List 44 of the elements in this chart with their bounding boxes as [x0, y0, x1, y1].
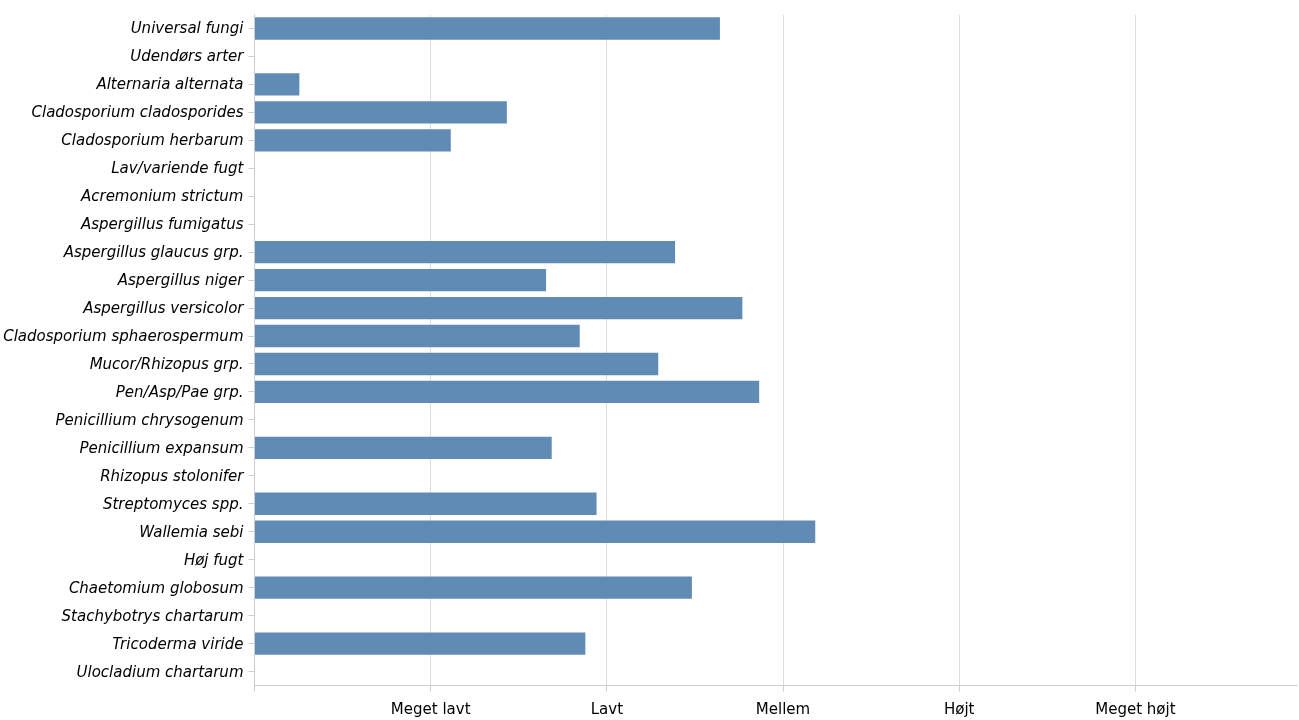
bar	[254, 324, 580, 348]
bar	[254, 632, 586, 655]
y-tick-label: Høj fugt	[183, 550, 245, 569]
y-tick-label: Universal fungi	[130, 19, 245, 38]
bar	[254, 492, 597, 515]
y-tick-label: Mucor/Rhizopus grp.	[89, 354, 244, 373]
bar	[254, 520, 816, 543]
bar	[254, 101, 507, 124]
y-tick-label: Ulocladium chartarum	[76, 662, 244, 681]
y-tick-label: Aspergillus glaucus grp.	[62, 243, 244, 262]
y-tick-label: Lav/variende fugt	[111, 159, 245, 178]
bar	[254, 436, 552, 460]
bar	[254, 576, 692, 599]
bar	[254, 352, 659, 376]
y-tick-label: Acremonium strictum	[79, 187, 244, 206]
y-tick-label: Chaetomium globosum	[68, 578, 244, 597]
y-tick-label: Alternaria alternata	[95, 75, 244, 94]
y-tick-label: Aspergillus fumigatus	[79, 215, 244, 234]
text: Mellem	[755, 699, 811, 718]
bar	[254, 240, 676, 264]
y-tick-label: Cladosporium herbarum	[61, 131, 244, 150]
text: Lavt	[590, 699, 624, 718]
y-tick-label: Penicillium chrysogenum	[55, 410, 244, 429]
y-tick-label: Aspergillus niger	[116, 271, 245, 290]
y-tick-label: Streptomyces spp.	[102, 494, 244, 513]
bar	[254, 73, 300, 96]
y-tick-label: Tricoderma viride	[112, 634, 244, 653]
y-tick-label: Aspergillus versicolor	[82, 299, 245, 318]
text: Meget højt	[1095, 699, 1176, 718]
y-tick-label: Udendørs arter	[130, 47, 245, 66]
text: Meget lavt	[390, 699, 471, 718]
y-tick-label: Stachybotrys chartarum	[61, 606, 244, 625]
y-tick-label: Cladosporium sphaerospermum	[3, 327, 244, 346]
y-tick-label: Penicillium expansum	[79, 438, 244, 457]
y-tick-label: Rhizopus stolonifer	[100, 466, 245, 485]
bar	[254, 380, 760, 404]
bar	[254, 296, 743, 320]
text: Højt	[943, 699, 975, 718]
y-tick-label: Wallemia sebi	[139, 522, 245, 541]
y-tick-label: Pen/Asp/Pae grp.	[115, 382, 244, 401]
bar	[254, 129, 451, 152]
bar	[254, 17, 720, 40]
y-tick-label: Cladosporium cladosporides	[31, 103, 244, 122]
bar	[254, 268, 547, 292]
